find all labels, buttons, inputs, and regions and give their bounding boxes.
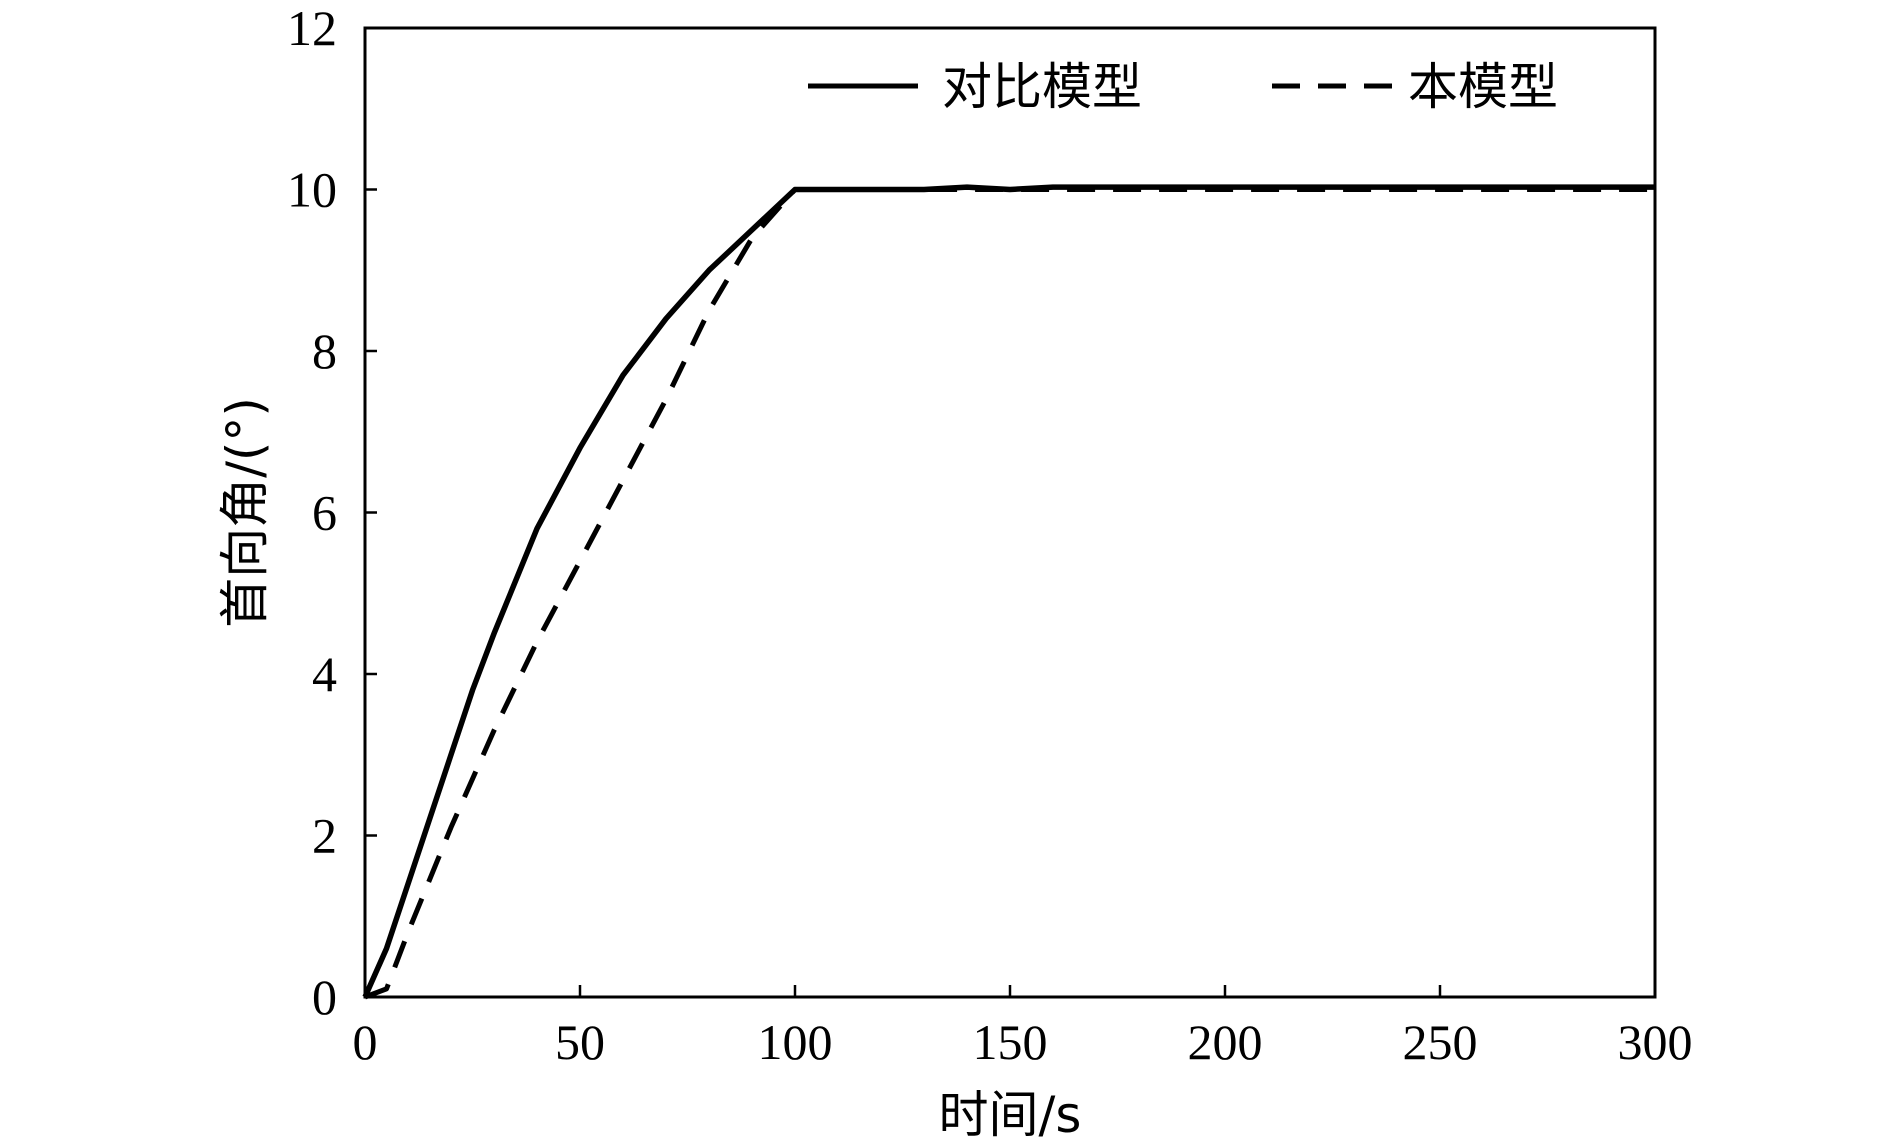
y-tick-label: 8 bbox=[312, 323, 337, 379]
legend: 对比模型 本模型 bbox=[808, 58, 1558, 116]
axes: 0 50 100 150 200 250 300 0 2 4 6 8 10 12 bbox=[287, 0, 1693, 1070]
y-tick-label: 0 bbox=[312, 969, 337, 1025]
y-tick-label: 4 bbox=[312, 646, 337, 702]
x-axis-label: 时间/s bbox=[939, 1086, 1082, 1144]
plot-frame bbox=[363, 26, 1657, 999]
plot-area bbox=[363, 26, 1657, 999]
legend-label: 本模型 bbox=[1408, 58, 1558, 116]
x-tick-label: 250 bbox=[1403, 1014, 1478, 1070]
series-line-this-model bbox=[364, 187, 1655, 1000]
y-tick-label: 12 bbox=[287, 0, 337, 56]
legend-label: 对比模型 bbox=[942, 58, 1142, 116]
x-tick-label: 200 bbox=[1188, 1014, 1263, 1070]
x-tick-label: 50 bbox=[555, 1014, 605, 1070]
y-tick-label: 2 bbox=[312, 808, 337, 864]
x-tick-label: 300 bbox=[1618, 1014, 1693, 1070]
series-line-comparison-model bbox=[362, 184, 1655, 999]
y-axis-label: 首向角/(°) bbox=[216, 397, 274, 628]
x-tick-label: 150 bbox=[973, 1014, 1048, 1070]
series-group bbox=[362, 184, 1655, 1000]
y-tick-label: 10 bbox=[287, 162, 337, 218]
y-tick-label: 6 bbox=[312, 485, 337, 541]
x-tick-label: 100 bbox=[758, 1014, 833, 1070]
x-tick-label: 0 bbox=[353, 1014, 378, 1070]
